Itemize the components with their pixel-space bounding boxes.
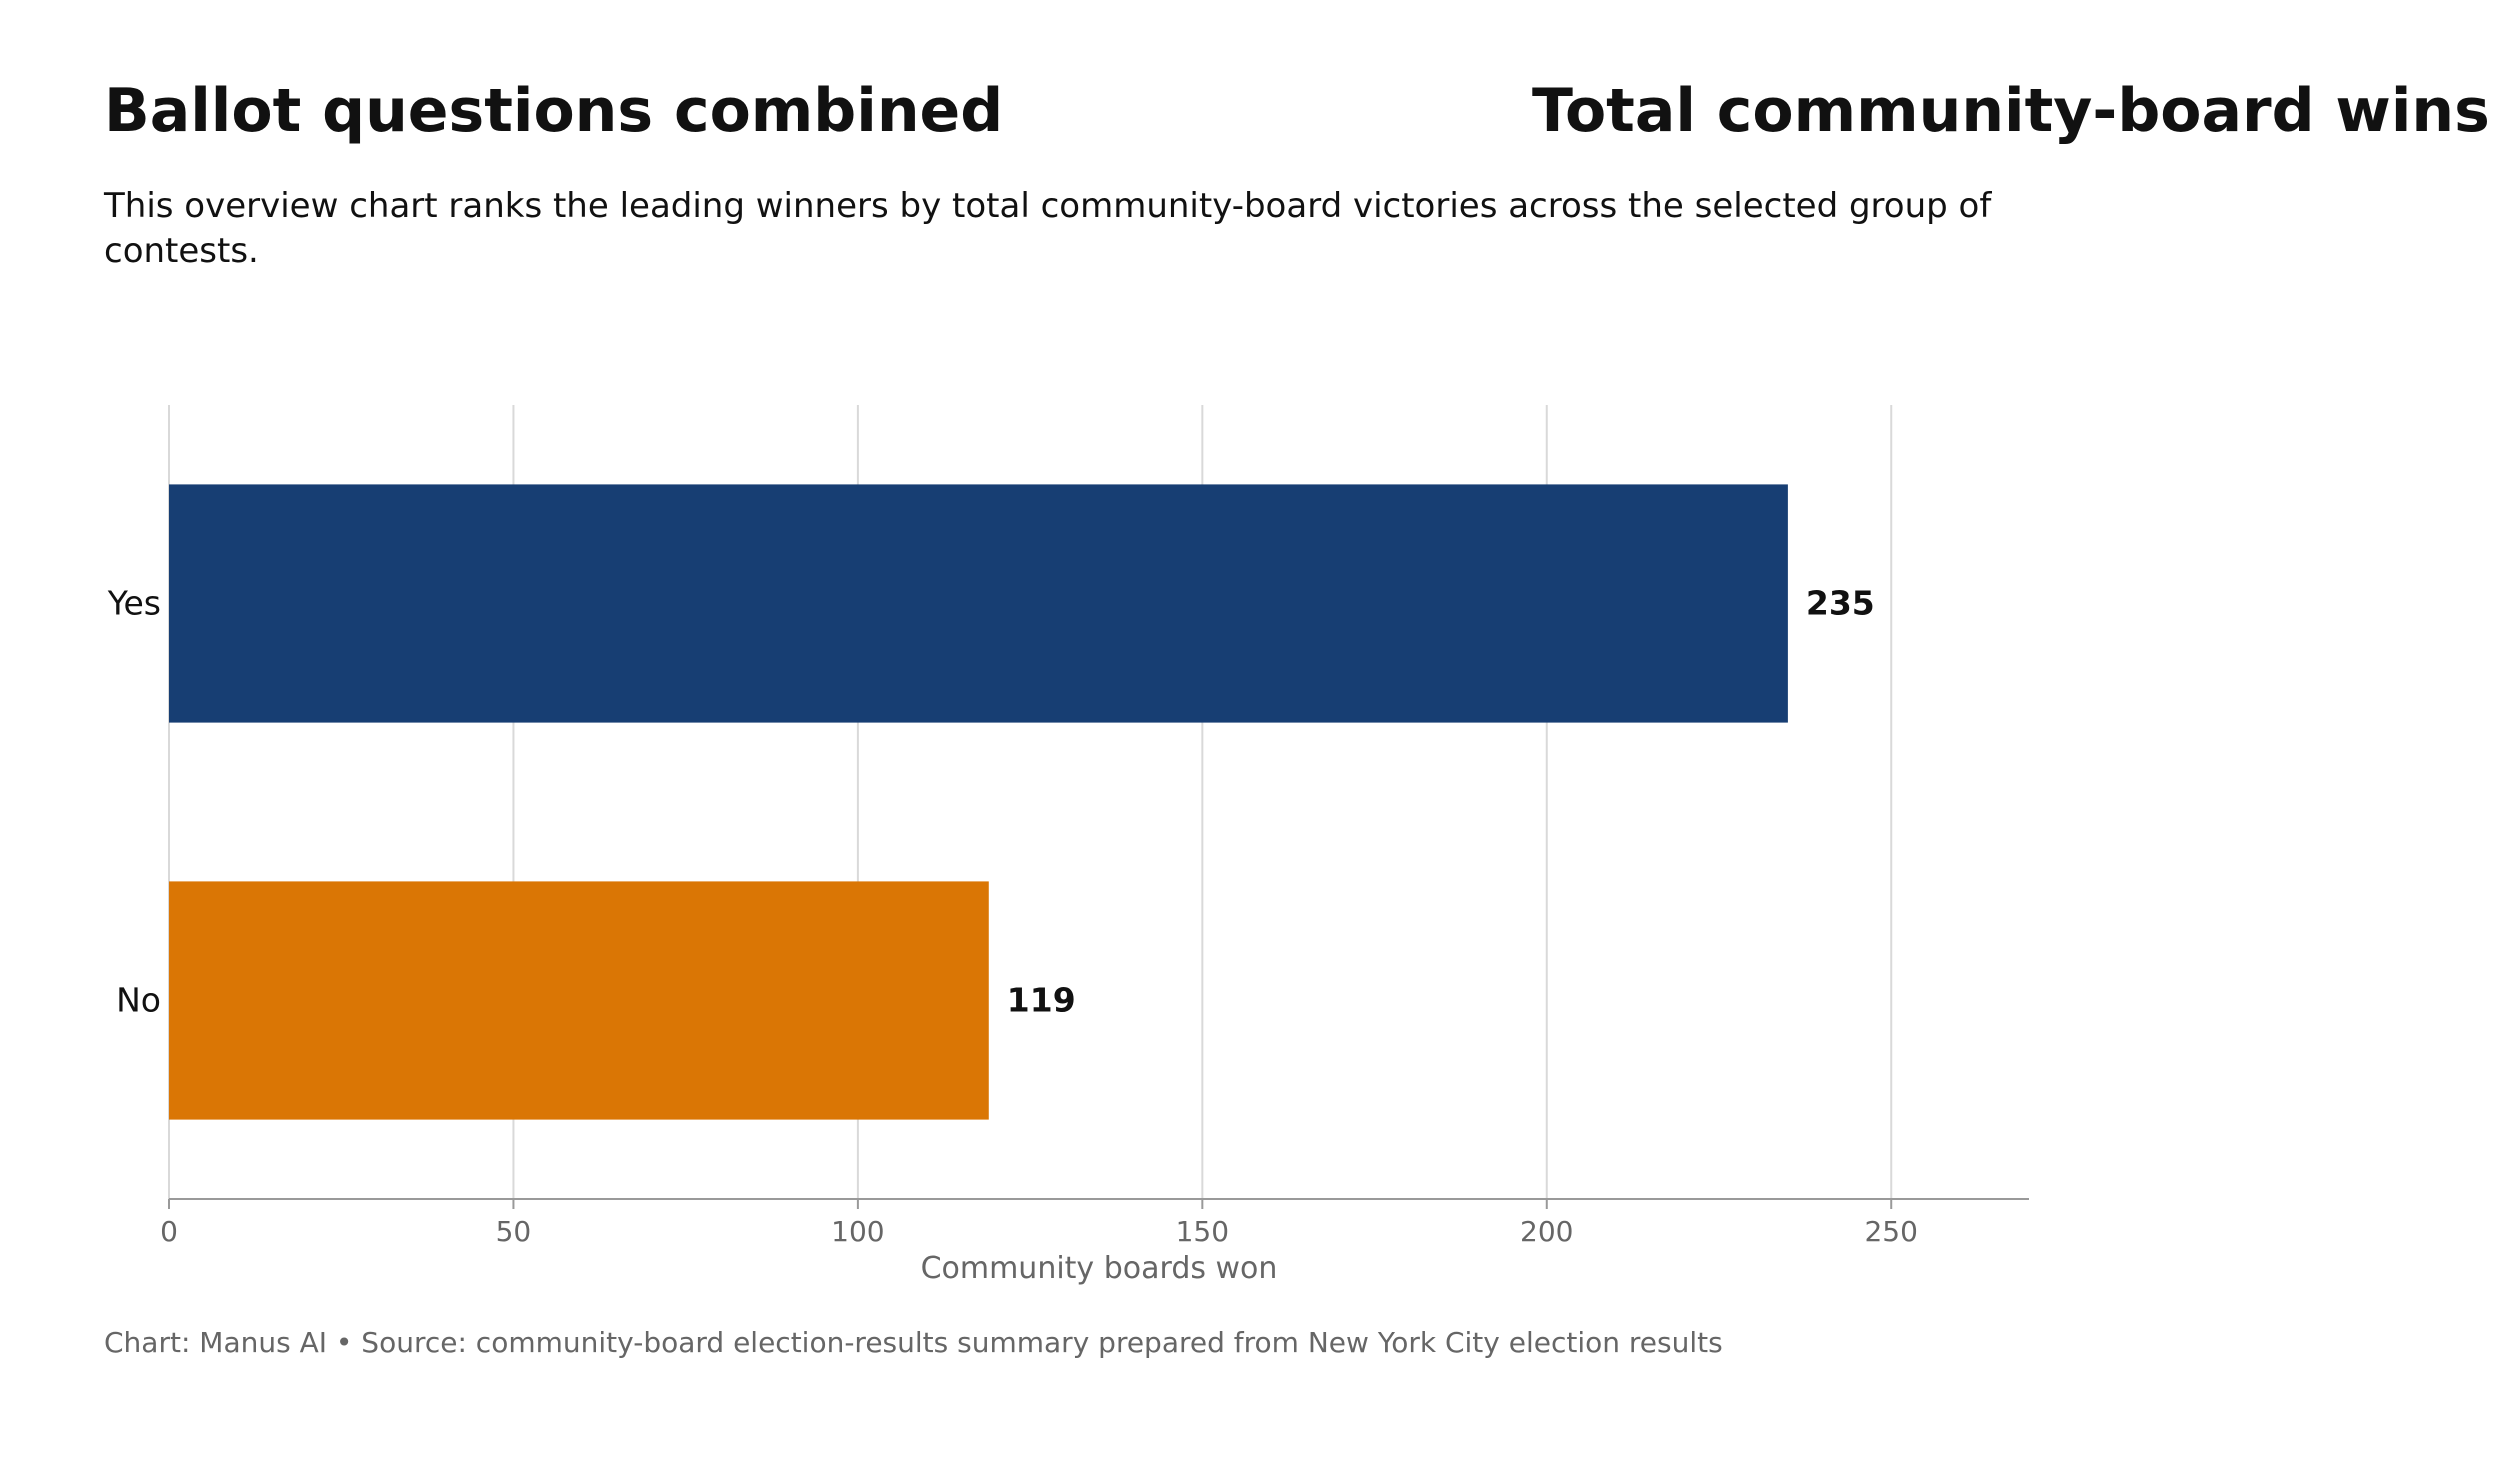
source-caption: Chart: Manus AI • Source: community-boar…	[104, 1326, 1723, 1359]
chart-title-right: Total community-board wins	[1532, 76, 2490, 146]
x-axis: 0 50 100 150 200 250	[160, 1198, 2029, 1248]
chart-title-left: Ballot questions combined	[104, 76, 1004, 146]
x-tick-label: 0	[160, 1215, 178, 1248]
bar-yes	[169, 484, 1788, 723]
bar-no	[169, 881, 989, 1120]
x-axis-label: Community boards won	[921, 1251, 1278, 1286]
category-label-yes: Yes	[107, 584, 161, 623]
x-tick-label: 200	[1520, 1215, 1573, 1248]
category-labels: Yes No	[107, 584, 161, 1020]
chart-subtitle: This overview chart ranks the leading wi…	[104, 186, 1992, 271]
data-labels: 235 119	[1007, 584, 1875, 1020]
category-label-no: No	[116, 981, 161, 1020]
x-tick-label: 250	[1864, 1215, 1917, 1248]
x-tick-label: 100	[831, 1215, 884, 1248]
x-tick-label: 50	[496, 1215, 532, 1248]
bars	[169, 484, 1788, 1120]
data-label-yes: 235	[1806, 584, 1875, 623]
data-label-no: 119	[1007, 981, 1076, 1020]
x-tick-label: 150	[1176, 1215, 1229, 1248]
